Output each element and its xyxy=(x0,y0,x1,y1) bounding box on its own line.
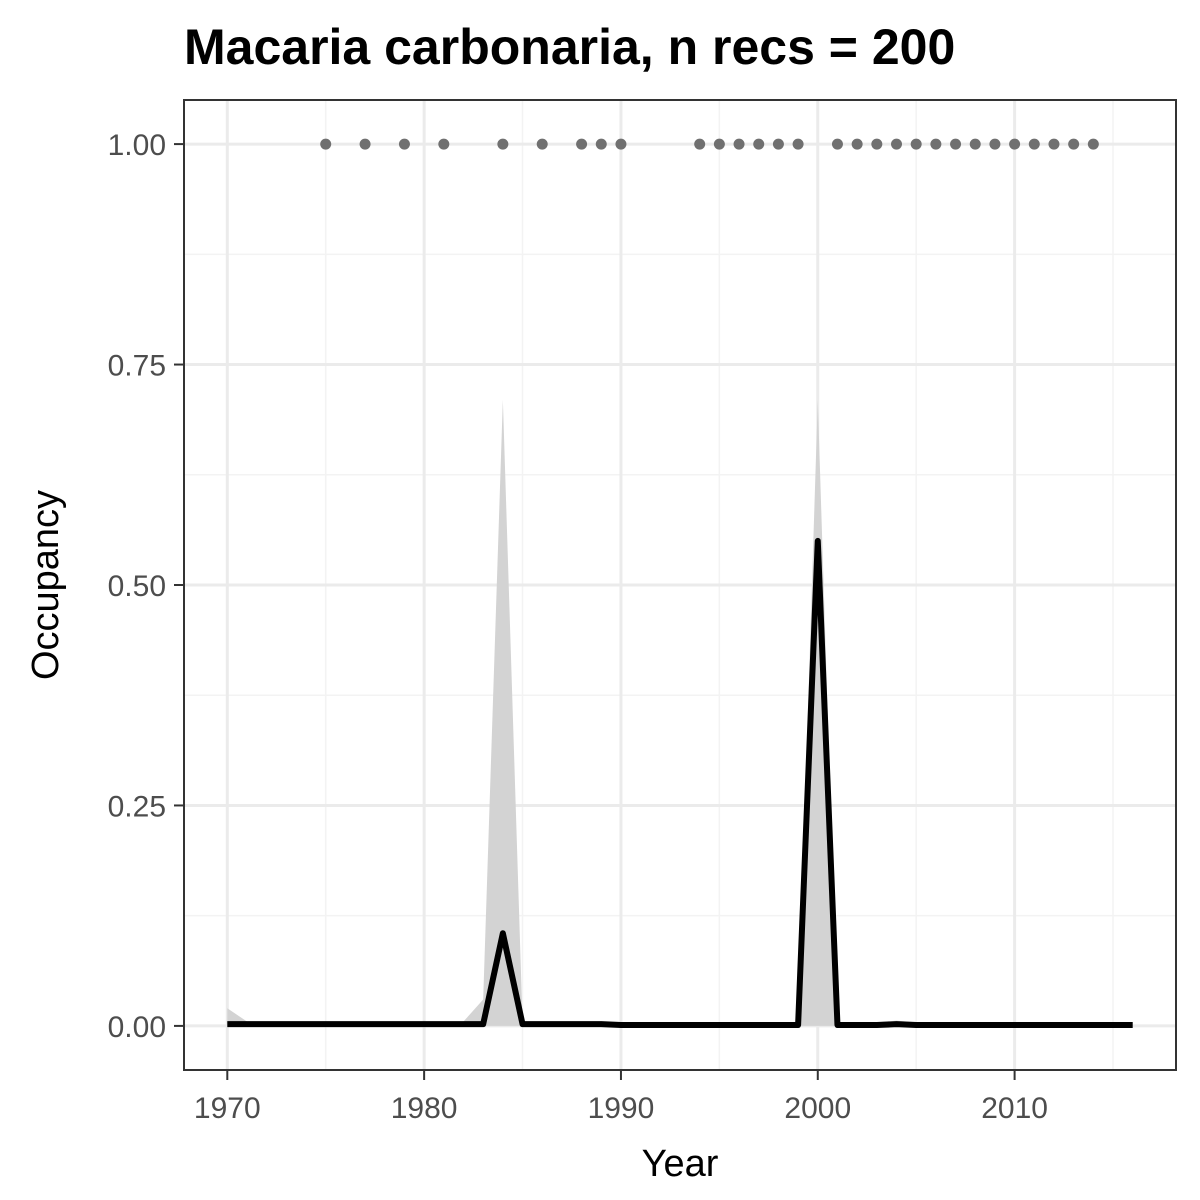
y-tick-label: 1.00 xyxy=(108,129,166,162)
record-point xyxy=(595,138,607,150)
record-point xyxy=(910,138,922,150)
y-tick-label: 0.00 xyxy=(108,1011,166,1044)
record-point xyxy=(792,138,804,150)
record-point xyxy=(989,138,1001,150)
record-point xyxy=(398,138,410,150)
record-point xyxy=(536,138,548,150)
record-point xyxy=(359,138,371,150)
x-axis-ticks: 1970 1980 1990 2000 2010 xyxy=(194,1070,1048,1125)
record-point xyxy=(320,138,332,150)
record-point xyxy=(1048,138,1060,150)
record-point xyxy=(694,138,706,150)
record-point xyxy=(576,138,588,150)
record-point xyxy=(1028,138,1040,150)
record-point xyxy=(753,138,765,150)
record-point xyxy=(615,138,627,150)
y-axis-title: Occupancy xyxy=(25,490,67,680)
record-point xyxy=(871,138,883,150)
record-point xyxy=(713,138,725,150)
x-tick-label: 1970 xyxy=(194,1092,261,1125)
y-tick-label: 0.50 xyxy=(108,570,166,603)
record-point xyxy=(950,138,962,150)
record-point xyxy=(772,138,784,150)
x-tick-label: 2000 xyxy=(784,1092,851,1125)
record-point xyxy=(969,138,981,150)
record-point xyxy=(891,138,903,150)
record-point xyxy=(851,138,863,150)
record-point xyxy=(930,138,942,150)
occupancy-line xyxy=(227,537,1133,1029)
record-points-layer xyxy=(320,138,1099,150)
record-point xyxy=(438,138,450,150)
y-tick-label: 0.25 xyxy=(108,790,166,823)
x-tick-label: 1990 xyxy=(588,1092,655,1125)
y-axis-ticks: 0.00 0.25 0.50 0.75 1.00 xyxy=(108,129,184,1044)
record-point xyxy=(1009,138,1021,150)
record-point xyxy=(831,138,843,150)
record-point xyxy=(1087,138,1099,150)
x-tick-label: 1980 xyxy=(391,1092,458,1125)
record-point xyxy=(733,138,745,150)
record-point xyxy=(1068,138,1080,150)
x-tick-label: 2010 xyxy=(981,1092,1048,1125)
x-axis-title: Year xyxy=(642,1143,719,1185)
y-tick-label: 0.75 xyxy=(108,350,166,383)
record-point xyxy=(497,138,509,150)
plot-panel xyxy=(183,99,1177,1071)
occupancy-line-layer xyxy=(227,537,1133,1029)
chart-title: Macaria carbonaria, n recs = 200 xyxy=(184,19,955,75)
